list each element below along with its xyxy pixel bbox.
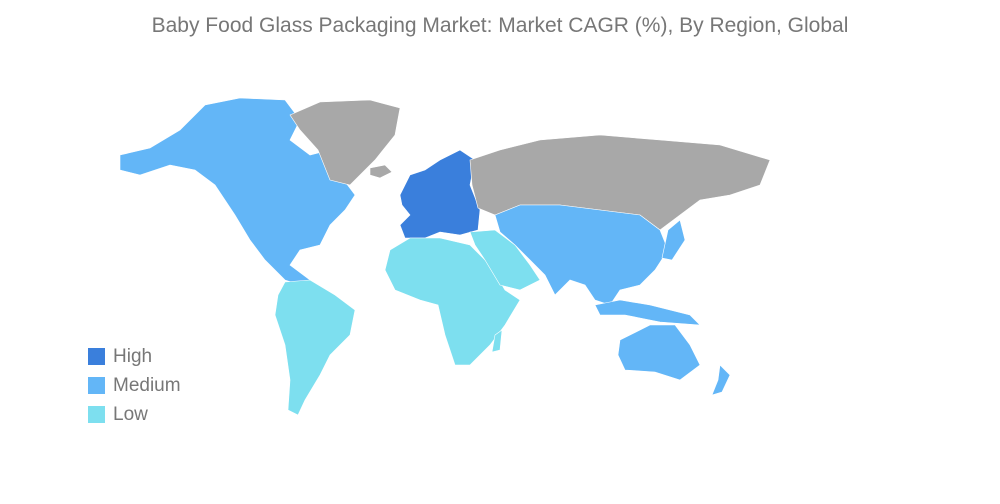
region-japan <box>661 219 686 261</box>
region-indonesia <box>594 299 701 326</box>
legend-swatch <box>88 377 105 394</box>
legend-label: Low <box>113 403 148 425</box>
region-north-america <box>119 97 356 286</box>
legend-label: Medium <box>113 374 181 396</box>
region-africa <box>384 237 521 366</box>
region-europe <box>399 149 481 239</box>
region-middle-east <box>469 229 541 291</box>
region-new-zealand <box>711 364 731 396</box>
legend-item-medium: Medium <box>88 371 181 400</box>
region-iceland <box>369 164 393 179</box>
region-madagascar <box>491 329 503 353</box>
region-south-america <box>274 279 356 416</box>
region-australia <box>617 324 701 381</box>
legend-swatch <box>88 348 105 365</box>
legend: High Medium Low <box>88 342 181 429</box>
region-asia <box>494 204 669 306</box>
legend-swatch <box>88 406 105 423</box>
legend-item-low: Low <box>88 400 181 429</box>
chart-title: Baby Food Glass Packaging Market: Market… <box>151 14 849 37</box>
legend-label: High <box>113 345 153 367</box>
legend-item-high: High <box>88 342 181 371</box>
region-greenland <box>289 99 401 186</box>
